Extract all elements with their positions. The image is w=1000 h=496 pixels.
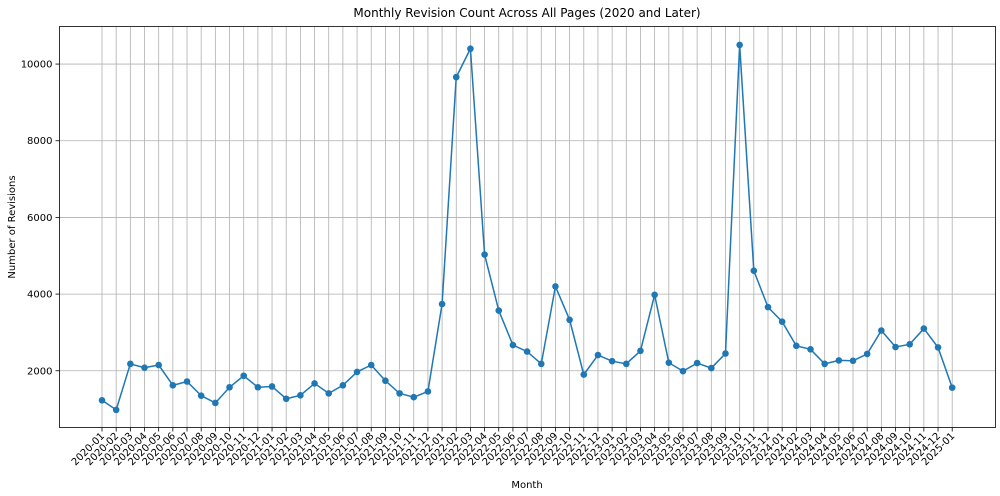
data-point: [339, 382, 347, 389]
data-point: [183, 378, 191, 385]
data-point: [849, 357, 857, 365]
data-point: [892, 343, 899, 351]
data-point: [863, 350, 871, 358]
data-point: [722, 350, 729, 357]
data-point: [509, 341, 517, 349]
data-point: [212, 399, 219, 407]
data-point: [495, 307, 503, 314]
y-axis-label: Number of Revisions: [7, 175, 18, 278]
data-point: [736, 41, 743, 49]
data-point: [778, 318, 786, 325]
data-point: [580, 371, 588, 378]
data-point: [821, 360, 828, 368]
data-point: [367, 361, 375, 369]
plot-frame: [59, 26, 996, 428]
data-point: [325, 390, 333, 397]
data-point: [410, 393, 418, 401]
data-point: [452, 73, 460, 81]
y-tick-label: 2000: [27, 366, 52, 377]
data-point: [594, 351, 602, 359]
y-tick-label: 10000: [21, 60, 53, 71]
x-axis-label: Month: [511, 480, 542, 491]
data-point: [311, 380, 318, 387]
data-point: [764, 303, 772, 311]
data-point: [793, 342, 800, 350]
data-point: [254, 383, 262, 391]
data-point: [424, 388, 432, 395]
data-point: [637, 347, 644, 355]
y-tick-label: 6000: [27, 213, 52, 224]
data-point: [155, 361, 162, 369]
data-point: [141, 364, 148, 371]
data-point: [920, 325, 928, 332]
data-point: [353, 368, 361, 376]
x-axis: 2020-012020-022020-032020-042020-052020-…: [70, 427, 957, 468]
data-point: [566, 316, 573, 324]
chart-title: Monthly Revision Count Across All Pages …: [353, 6, 700, 20]
data-point: [665, 359, 673, 367]
data-point: [906, 341, 913, 348]
y-tick-label: 8000: [27, 136, 52, 147]
data-point: [226, 383, 233, 391]
grid: [59, 26, 996, 428]
data-point: [693, 359, 701, 367]
data-point: [708, 364, 715, 372]
data-point: [878, 327, 885, 334]
y-axis: 2000 4000 6000 8000 10000: [21, 60, 60, 377]
data-point: [396, 390, 403, 397]
data-point: [467, 45, 474, 53]
data-point: [934, 344, 942, 351]
data-point: [268, 383, 276, 390]
data-point: [552, 283, 559, 290]
data-point: [197, 392, 205, 399]
series: [98, 41, 956, 414]
y-tick-label: 4000: [27, 290, 52, 301]
data-point: [679, 367, 687, 375]
data-point: [481, 251, 488, 258]
data-point: [948, 384, 956, 391]
data-point: [651, 291, 658, 299]
data-point: [622, 360, 630, 368]
data-point: [523, 348, 531, 355]
data-point: [608, 357, 616, 365]
data-point: [98, 396, 106, 404]
data-point: [112, 406, 120, 414]
data-point: [169, 382, 177, 389]
data-point: [807, 345, 814, 353]
data-point: [382, 377, 389, 385]
data-point: [438, 300, 446, 308]
data-point: [750, 267, 758, 275]
data-point: [835, 357, 843, 364]
data-point: [297, 391, 304, 399]
data-point: [127, 360, 134, 368]
data-point: [240, 372, 247, 380]
data-point: [537, 360, 545, 368]
data-point: [282, 395, 290, 403]
